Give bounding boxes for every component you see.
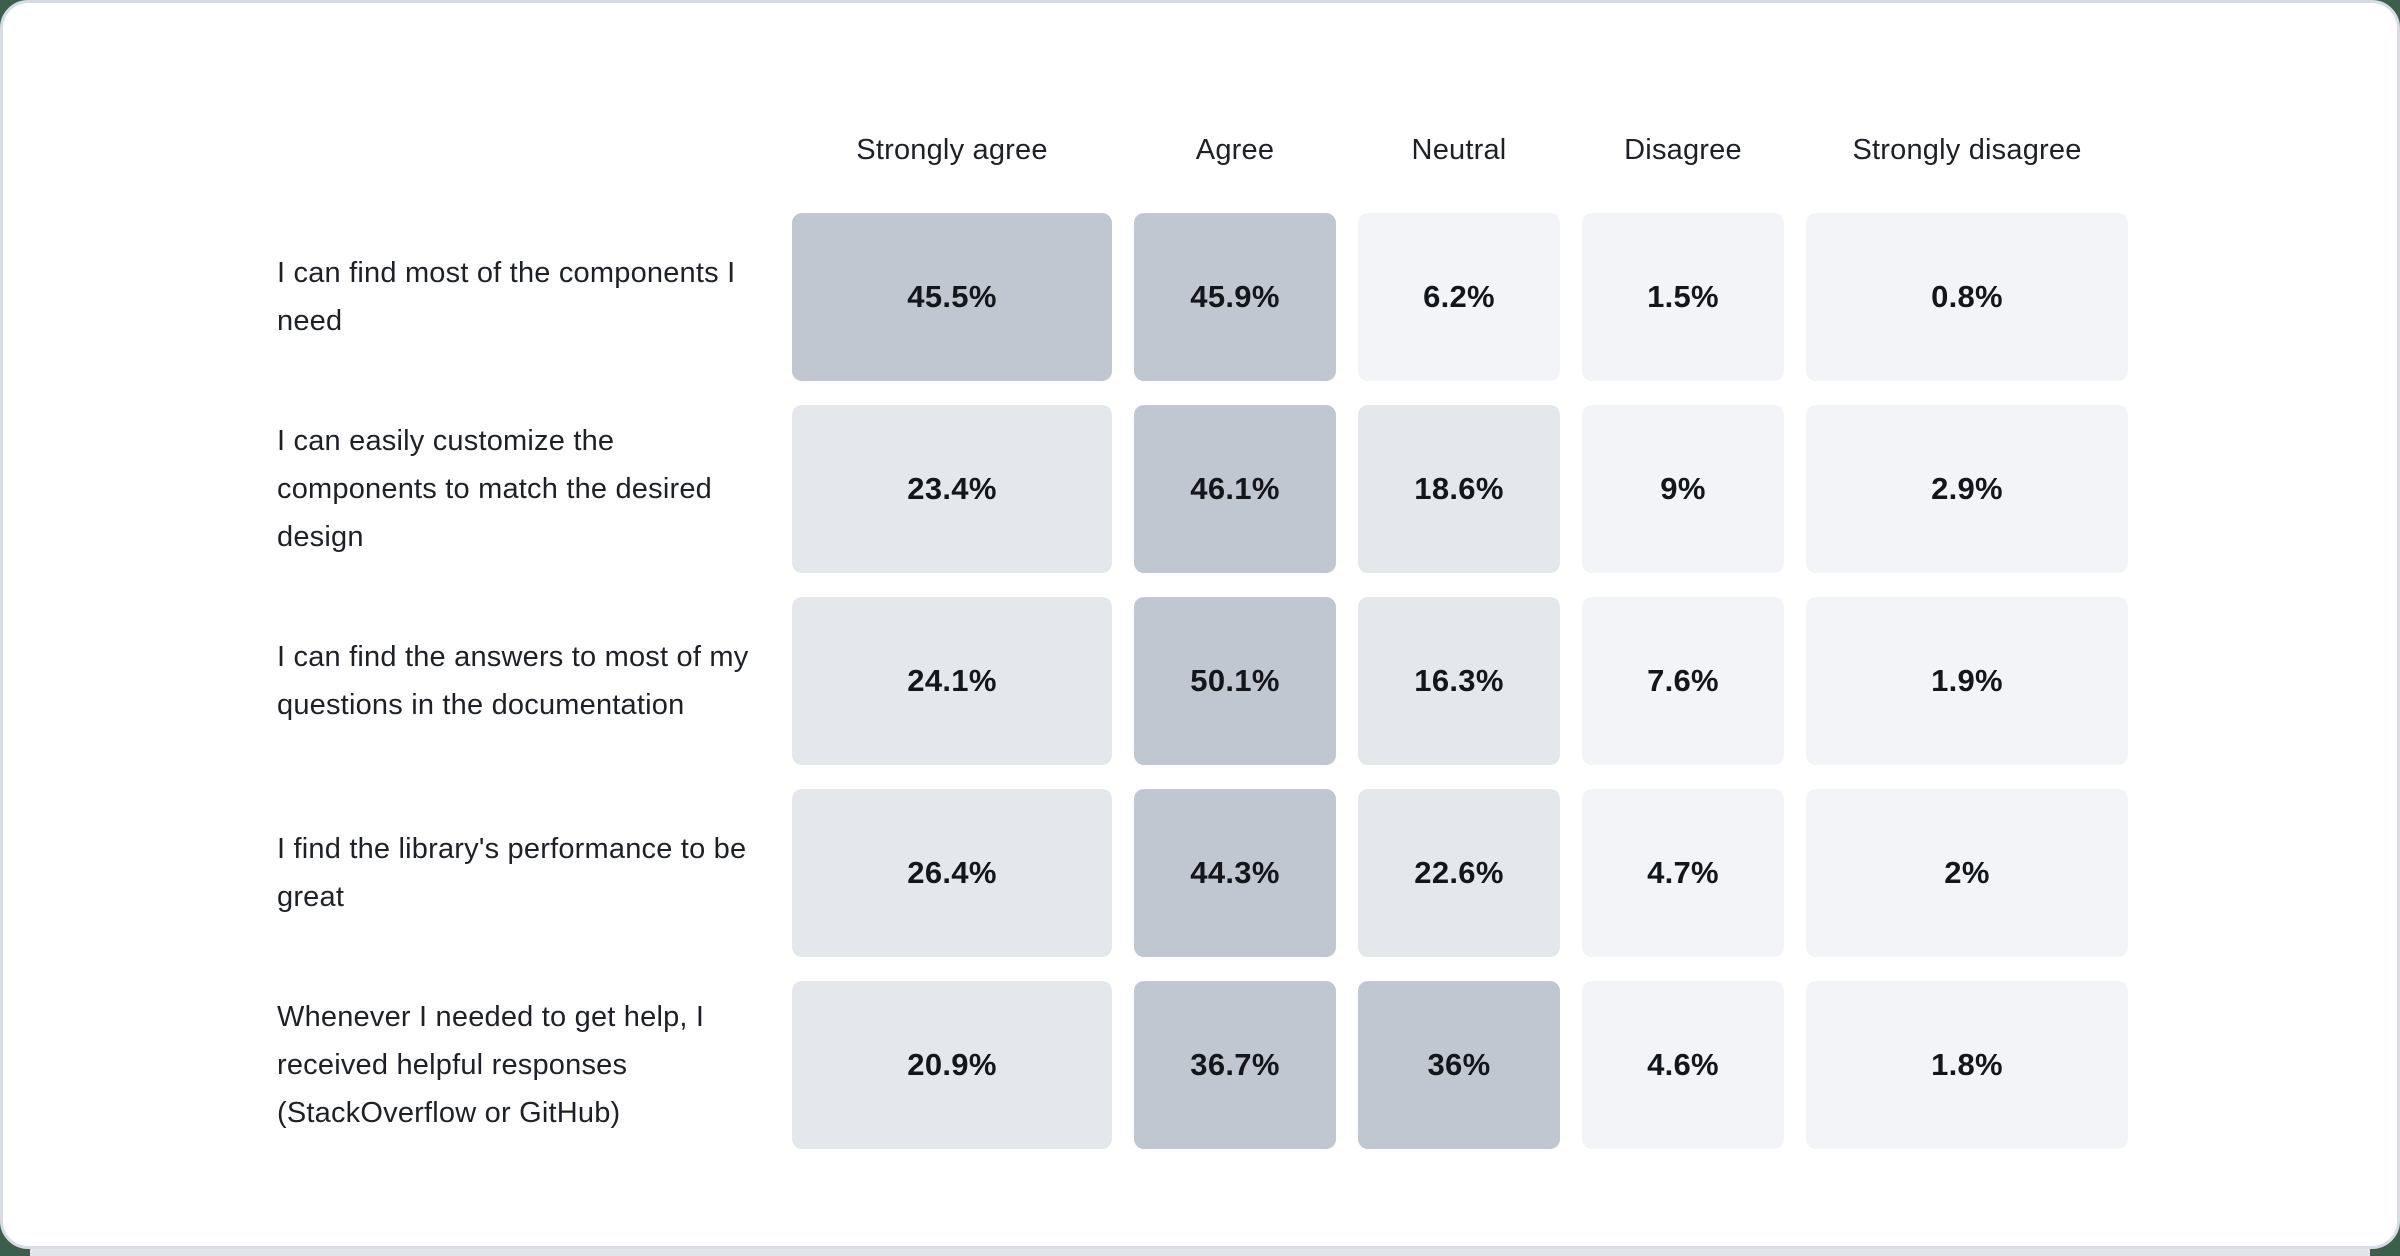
column-header-strongly-disagree: Strongly disagree — [1852, 133, 2082, 166]
row-label-text: I can find the answers to most of my que… — [277, 641, 749, 721]
heatmap-cell-agree: 45.9% — [1134, 213, 1336, 381]
survey-heatmap: Strongly agree Agree Neutral Disagree Strong… — [277, 3, 2150, 1149]
heatmap-cell-strongly-agree: 24.1% — [792, 597, 1112, 765]
heatmap-cell-disagree: 7.6% — [1582, 597, 1784, 765]
column-header-strongly-agree: Strongly agree — [856, 133, 1048, 166]
column-header-disagree: Disagree — [1624, 133, 1742, 166]
row-label-text: I can find most of the components I need — [277, 257, 736, 337]
heatmap-cell-agree: 46.1% — [1134, 405, 1336, 573]
heatmap-cell-disagree: 1.5% — [1582, 213, 1784, 381]
heatmap-cell-strongly-disagree: 2.9% — [1806, 405, 2128, 573]
heatmap-cell-strongly-disagree: 1.8% — [1806, 981, 2128, 1149]
row-label: I can easily customize the components to… — [277, 405, 770, 573]
heatmap-cell-neutral: 22.6% — [1358, 789, 1560, 957]
column-header-neutral: Neutral — [1411, 133, 1507, 166]
heatmap-cell-neutral: 36% — [1358, 981, 1560, 1149]
matrix-header-row: Strongly agree Agree Neutral Disagree Strong… — [277, 128, 2150, 172]
row-label-text: Whenever I needed to get help, I receive… — [277, 1001, 705, 1129]
row-label-text: I find the library's performance to be g… — [277, 833, 747, 913]
heatmap-cell-neutral: 6.2% — [1358, 213, 1560, 381]
heatmap-cell-disagree: 4.6% — [1582, 981, 1784, 1149]
column-header-agree: Agree — [1195, 133, 1275, 166]
heatmap-cell-disagree: 4.7% — [1582, 789, 1784, 957]
heatmap-cell-agree: 36.7% — [1134, 981, 1336, 1149]
matrix-body: I can find most of the components I need… — [277, 213, 2150, 1149]
heatmap-cell-neutral: 18.6% — [1358, 405, 1560, 573]
heatmap-cell-strongly-disagree: 0.8% — [1806, 213, 2128, 381]
heatmap-cell-strongly-agree: 20.9% — [792, 981, 1112, 1149]
heatmap-cell-strongly-agree: 45.5% — [792, 213, 1112, 381]
page-background-strip — [30, 1249, 2370, 1256]
heatmap-cell-agree: 50.1% — [1134, 597, 1336, 765]
row-label-text: I can easily customize the components to… — [277, 425, 712, 553]
heatmap-cell-disagree: 9% — [1582, 405, 1784, 573]
row-label: Whenever I needed to get help, I receive… — [277, 981, 770, 1149]
row-label: I find the library's performance to be g… — [277, 789, 770, 957]
heatmap-cell-strongly-disagree: 2% — [1806, 789, 2128, 957]
heatmap-cell-agree: 44.3% — [1134, 789, 1336, 957]
heatmap-cell-strongly-disagree: 1.9% — [1806, 597, 2128, 765]
heatmap-cell-strongly-agree: 23.4% — [792, 405, 1112, 573]
row-label: I can find the answers to most of my que… — [277, 597, 770, 765]
row-label: I can find most of the components I need — [277, 213, 770, 381]
heatmap-cell-neutral: 16.3% — [1358, 597, 1560, 765]
heatmap-cell-strongly-agree: 26.4% — [792, 789, 1112, 957]
